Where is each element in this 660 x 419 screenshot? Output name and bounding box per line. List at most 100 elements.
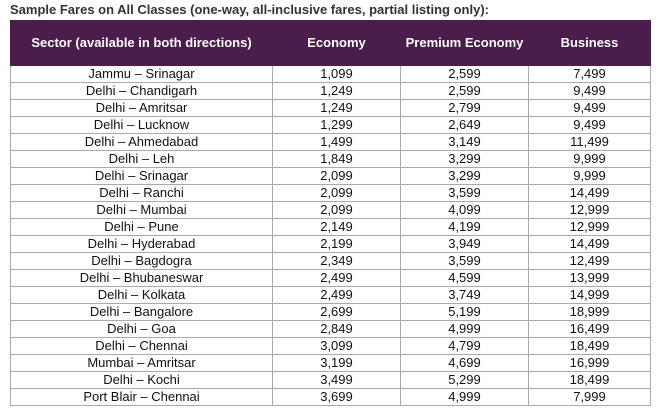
row: Delhi – Pune 2,149 4,199 12,999 bbox=[10, 218, 651, 236]
row: Jammu – Srinagar 1,099 2,599 7,499 bbox=[10, 65, 651, 83]
sector-cell: Delhi – Hyderabad bbox=[10, 235, 273, 253]
fare-cell: 9,499 bbox=[528, 116, 651, 134]
fare-cell: 3,299 bbox=[400, 167, 529, 185]
sector-cell: Delhi – Pune bbox=[10, 218, 273, 236]
fare-cell: 1,299 bbox=[272, 116, 401, 134]
fare-cell: 7,499 bbox=[528, 65, 651, 83]
fare-cell: 2,349 bbox=[272, 252, 401, 270]
fare-cell: 1,499 bbox=[272, 133, 401, 151]
fare-cell: 9,999 bbox=[528, 150, 651, 168]
fare-cell: 12,499 bbox=[528, 252, 651, 270]
row: Delhi – Amritsar 1,249 2,799 9,499 bbox=[10, 99, 651, 117]
row: Delhi – Hyderabad 2,199 3,949 14,499 bbox=[10, 235, 651, 253]
fare-cell: 9,499 bbox=[528, 99, 651, 117]
header-cell: Premium Economy bbox=[400, 20, 529, 66]
fare-cell: 3,099 bbox=[272, 337, 401, 355]
fare-cell: 3,299 bbox=[400, 150, 529, 168]
fare-cell: 2,099 bbox=[272, 184, 401, 202]
table-body: Jammu – Srinagar 1,099 2,599 7,499 Delhi – C… bbox=[10, 65, 651, 406]
sector-cell: Delhi – Bangalore bbox=[10, 303, 273, 321]
fare-cell: 3,499 bbox=[272, 371, 401, 389]
fare-cell: 13,999 bbox=[528, 269, 651, 287]
fare-cell: 14,499 bbox=[528, 235, 651, 253]
sector-cell: Delhi – Kochi bbox=[10, 371, 273, 389]
fare-cell: 18,999 bbox=[528, 303, 651, 321]
fare-cell: 4,999 bbox=[400, 320, 529, 338]
fare-cell: 3,699 bbox=[272, 388, 401, 406]
fare-cell: 1,099 bbox=[272, 65, 401, 83]
fare-cell: 2,149 bbox=[272, 218, 401, 236]
sector-cell: Delhi – Ranchi bbox=[10, 184, 273, 202]
fare-cell: 5,299 bbox=[400, 371, 529, 389]
row: Delhi – Lucknow 1,299 2,649 9,499 bbox=[10, 116, 651, 134]
sector-cell: Delhi – Mumbai bbox=[10, 201, 273, 219]
fare-cell: 2,649 bbox=[400, 116, 529, 134]
row: Delhi – Bangalore 2,699 5,199 18,999 bbox=[10, 303, 651, 321]
row: Delhi – Chandigarh 1,249 2,599 9,499 bbox=[10, 82, 651, 100]
fare-cell: 3,199 bbox=[272, 354, 401, 372]
fare-cell: 4,199 bbox=[400, 218, 529, 236]
sector-cell: Jammu – Srinagar bbox=[10, 65, 273, 83]
row: Delhi – Mumbai 2,099 4,099 12,999 bbox=[10, 201, 651, 219]
sector-cell: Delhi – Srinagar bbox=[10, 167, 273, 185]
fare-cell: 11,499 bbox=[528, 133, 651, 151]
title: Sample Fares on All Classes (one-way, al… bbox=[10, 2, 489, 17]
row: Delhi – Chennai 3,099 4,799 18,499 bbox=[10, 337, 651, 355]
fare-cell: 4,699 bbox=[400, 354, 529, 372]
header-cell: Sector (available in both directions) bbox=[10, 20, 273, 66]
fare-cell: 3,599 bbox=[400, 184, 529, 202]
sector-cell: Port Blair – Chennai bbox=[10, 388, 273, 406]
sector-cell: Delhi – Lucknow bbox=[10, 116, 273, 134]
header-cell: Economy bbox=[272, 20, 401, 66]
row: Delhi – Srinagar 2,099 3,299 9,999 bbox=[10, 167, 651, 185]
fare-cell: 4,799 bbox=[400, 337, 529, 355]
fare-cell: 9,499 bbox=[528, 82, 651, 100]
row: Mumbai – Amritsar 3,199 4,699 16,999 bbox=[10, 354, 651, 372]
row: Delhi – Ahmedabad 1,499 3,149 11,499 bbox=[10, 133, 651, 151]
fare-cell: 2,699 bbox=[272, 303, 401, 321]
fare-cell: 1,249 bbox=[272, 99, 401, 117]
row: Delhi – Bagdogra 2,349 3,599 12,499 bbox=[10, 252, 651, 270]
sector-cell: Delhi – Chennai bbox=[10, 337, 273, 355]
sector-cell: Delhi – Bhubaneswar bbox=[10, 269, 273, 287]
fare-cell: 2,599 bbox=[400, 65, 529, 83]
fare-cell: 4,599 bbox=[400, 269, 529, 287]
fare-cell: 1,249 bbox=[272, 82, 401, 100]
fare-cell: 9,999 bbox=[528, 167, 651, 185]
row: Delhi – Kochi 3,499 5,299 18,499 bbox=[10, 371, 651, 389]
fare-cell: 7,999 bbox=[528, 388, 651, 406]
row: Delhi – Ranchi 2,099 3,599 14,499 bbox=[10, 184, 651, 202]
fare-cell: 16,499 bbox=[528, 320, 651, 338]
fare-cell: 2,099 bbox=[272, 201, 401, 219]
sector-cell: Mumbai – Amritsar bbox=[10, 354, 273, 372]
sector-cell: Delhi – Bagdogra bbox=[10, 252, 273, 270]
fare-cell: 4,999 bbox=[400, 388, 529, 406]
sector-cell: Delhi – Ahmedabad bbox=[10, 133, 273, 151]
fare-cell: 16,999 bbox=[528, 354, 651, 372]
sector-cell: Delhi – Chandigarh bbox=[10, 82, 273, 100]
fare-cell: 2,199 bbox=[272, 235, 401, 253]
fare-cell: 2,599 bbox=[400, 82, 529, 100]
fare-cell: 12,999 bbox=[528, 201, 651, 219]
sector-cell: Delhi – Goa bbox=[10, 320, 273, 338]
fare-cell: 4,099 bbox=[400, 201, 529, 219]
fare-table: Sector (available in both directions) Eco… bbox=[10, 20, 651, 406]
row: Delhi – Goa 2,849 4,999 16,499 bbox=[10, 320, 651, 338]
fare-cell: 18,499 bbox=[528, 337, 651, 355]
fare-cell: 3,599 bbox=[400, 252, 529, 270]
fare-cell: 2,849 bbox=[272, 320, 401, 338]
fare-cell: 5,199 bbox=[400, 303, 529, 321]
fare-cell: 3,149 bbox=[400, 133, 529, 151]
row: Port Blair – Chennai 3,699 4,999 7,999 bbox=[10, 388, 651, 406]
row: Delhi – Kolkata 2,499 3,749 14,999 bbox=[10, 286, 651, 304]
fare-cell: 2,099 bbox=[272, 167, 401, 185]
fare-cell: 12,999 bbox=[528, 218, 651, 236]
sector-cell: Delhi – Leh bbox=[10, 150, 273, 168]
row: Delhi – Bhubaneswar 2,499 4,599 13,999 bbox=[10, 269, 651, 287]
sector-cell: Delhi – Amritsar bbox=[10, 99, 273, 117]
fare-cell: 18,499 bbox=[528, 371, 651, 389]
row: Delhi – Leh 1,849 3,299 9,999 bbox=[10, 150, 651, 168]
fare-cell: 2,499 bbox=[272, 286, 401, 304]
fare-cell: 2,799 bbox=[400, 99, 529, 117]
